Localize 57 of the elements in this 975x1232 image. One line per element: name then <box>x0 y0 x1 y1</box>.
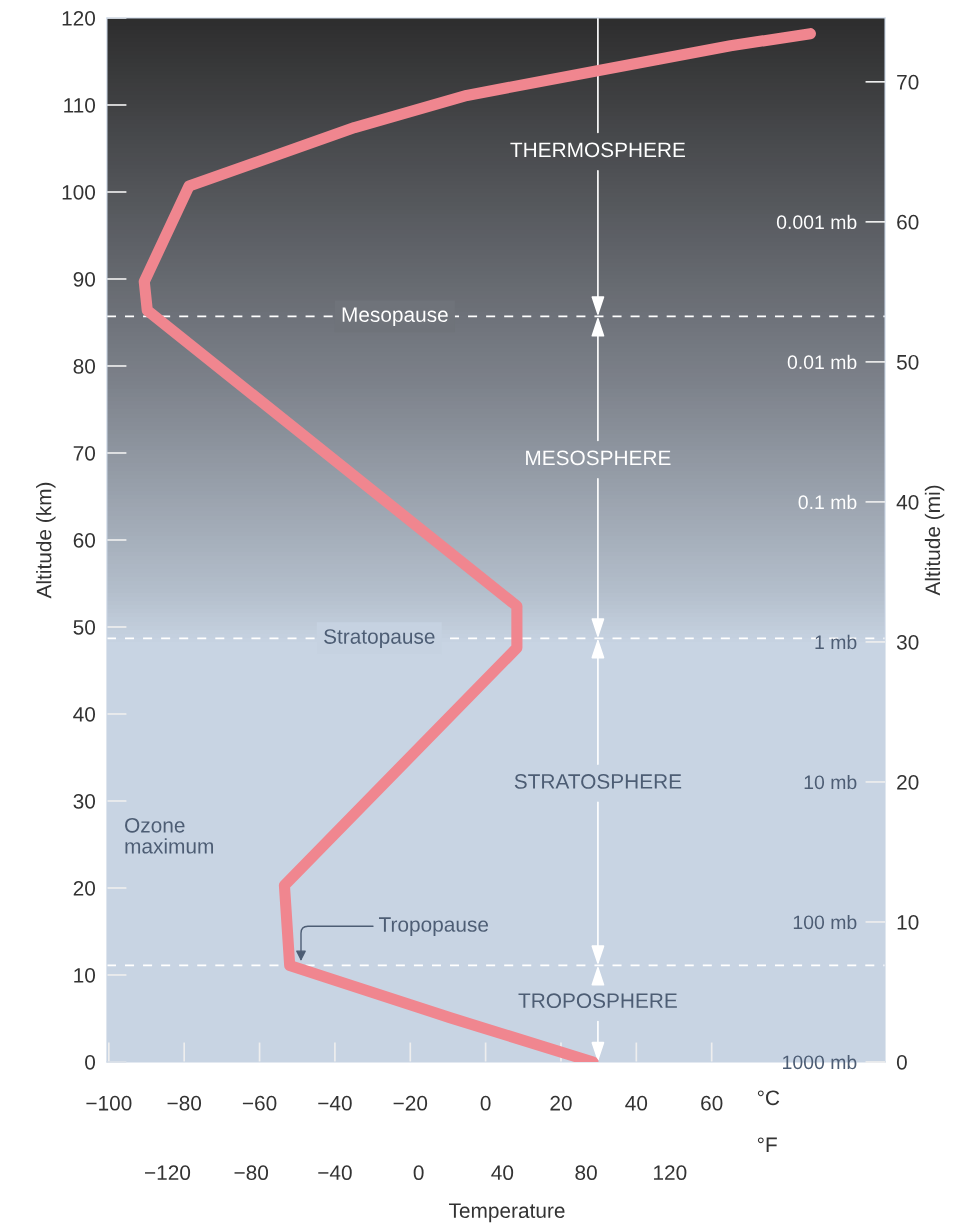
annotation: Ozone maximum <box>125 817 213 854</box>
y-tick-label: 60 <box>73 532 96 548</box>
y3-tick-label: 1000 mb <box>783 1054 857 1070</box>
x2-tick-label: −80 <box>234 1165 269 1181</box>
x2-tick-label: −40 <box>318 1165 352 1181</box>
y-tick-label: 20 <box>73 880 96 896</box>
y2-axis-title: Altitude (mi) <box>924 485 945 596</box>
y-tick-label: 120 <box>62 10 96 26</box>
y-tick-label: 10 <box>74 967 96 983</box>
y-tick-label: 90 <box>73 271 96 287</box>
y2-tick-label: 0 <box>896 1054 907 1070</box>
x2-axis-title: °F <box>757 1137 777 1152</box>
annotation: THERMOSPHERE <box>510 142 685 158</box>
y-tick-label: 100 <box>62 184 96 200</box>
x-tick-label: −60 <box>242 1095 277 1111</box>
y-axis-title: Altitude (km) <box>36 482 56 599</box>
y3-tick-label: 100 mb <box>793 914 857 930</box>
text: Temperature <box>449 1203 565 1223</box>
x-tick-label: 0 <box>480 1095 491 1111</box>
y2-tick-label: 30 <box>896 634 919 650</box>
y2-tick-label: 50 <box>896 354 919 370</box>
y-tick-label: 50 <box>73 619 96 635</box>
annotation: MESOSPHERE <box>526 450 671 466</box>
y3-tick-label: 10 mb <box>804 774 857 790</box>
y2-tick-label: 70 <box>897 74 919 90</box>
y-tick-label: 80 <box>73 358 96 374</box>
x2-tick-label: 40 <box>491 1165 514 1181</box>
ref-line-label: Stratopause <box>324 629 435 649</box>
x-tick-label: −20 <box>393 1095 428 1111</box>
x-axis-title: °C <box>757 1090 780 1106</box>
y2-tick-label: 40 <box>896 494 919 510</box>
annotation: STRATOSPHERE <box>514 774 682 789</box>
x2-tick-label: −120 <box>145 1165 191 1181</box>
y-tick-label: 70 <box>73 445 96 461</box>
y-tick-label: 30 <box>73 793 96 809</box>
y3-tick-label: 1 mb <box>815 634 857 650</box>
y3-tick-label: 0.01 mb <box>787 354 857 370</box>
x-tick-label: 20 <box>550 1095 572 1111</box>
x-tick-label: −80 <box>167 1095 202 1111</box>
y2-tick-label: 10 <box>897 914 919 930</box>
y-tick-label: 110 <box>64 97 96 113</box>
x2-tick-label: 0 <box>413 1165 424 1181</box>
annotation: TROPOSPHERE <box>518 993 677 1009</box>
y3-tick-label: 0.001 mb <box>776 214 857 230</box>
y-tick-label: 40 <box>73 706 96 722</box>
y2-tick-label: 60 <box>897 214 919 230</box>
y2-tick-label: 20 <box>897 774 919 790</box>
x-tick-label: 40 <box>625 1095 648 1111</box>
ref-line-label: Mesopause <box>342 307 448 327</box>
y3-tick-label: 0.1 mb <box>798 494 857 510</box>
x2-tick-label: 80 <box>575 1165 597 1181</box>
x-tick-label: 60 <box>701 1095 723 1111</box>
ref-line-label: Tropopause <box>379 917 489 936</box>
x2-tick-label: 120 <box>654 1165 687 1181</box>
x-tick-label: −100 <box>86 1095 132 1111</box>
x-tick-label: −40 <box>318 1095 352 1111</box>
y-tick-label: 0 <box>85 1054 96 1070</box>
